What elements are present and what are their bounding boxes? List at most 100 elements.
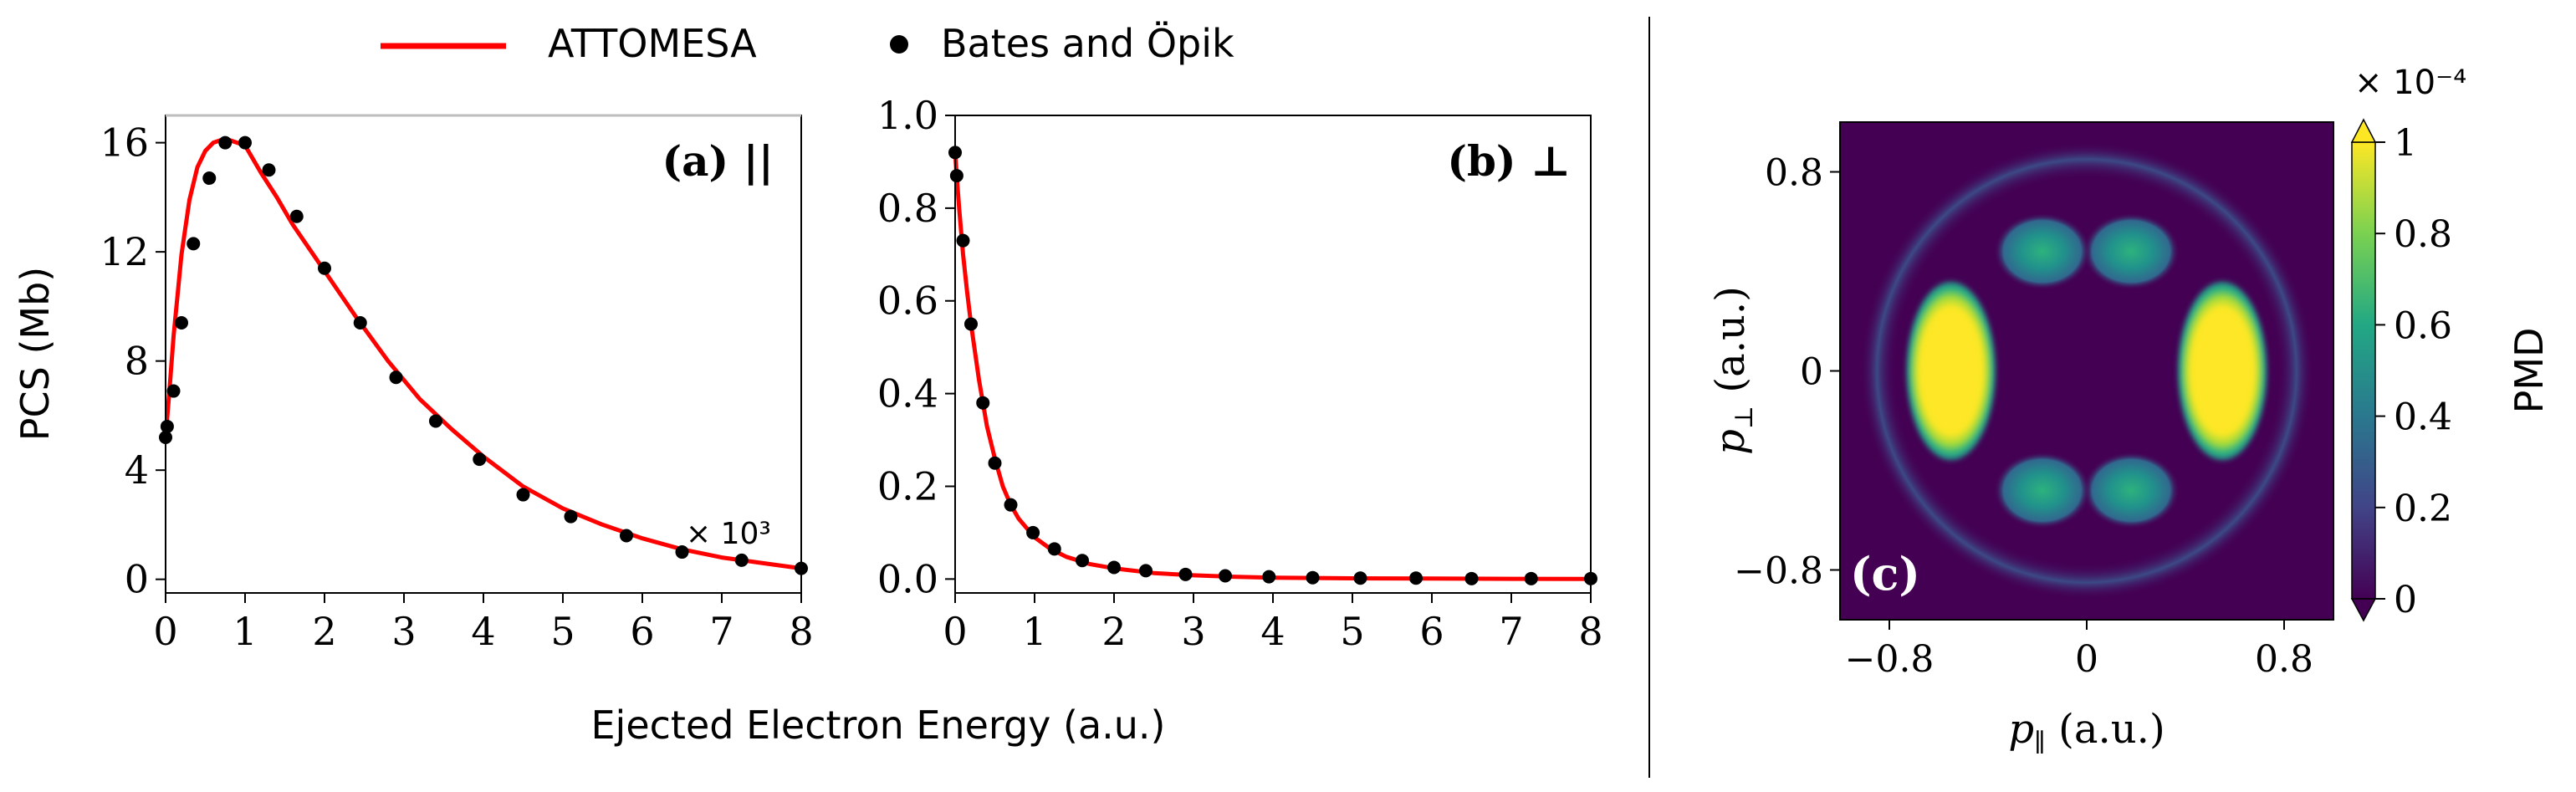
panel-c-yticks: −0.8 0 0.8 bbox=[1734, 152, 1840, 593]
panel-a-bates-point bbox=[473, 452, 487, 467]
legend: ATTOMESA Bates and Öpik bbox=[381, 21, 1234, 66]
panel-b-bates-point bbox=[956, 233, 970, 248]
panel-a-yticks: 0 4 8 12 16 bbox=[100, 120, 166, 602]
heatmap-side-blob bbox=[2083, 452, 2180, 529]
panel-b-curve-group bbox=[953, 152, 1592, 581]
panel-b-bates-point bbox=[1262, 570, 1276, 584]
panel-a-ytick-label: 0 bbox=[125, 557, 149, 602]
panel-c-xticks: −0.8 0 0.8 bbox=[1845, 620, 2313, 681]
panel-b-frame bbox=[954, 115, 1592, 594]
panel-a-bates-point bbox=[318, 261, 331, 275]
panel-a-points-group bbox=[159, 135, 808, 575]
panel-b: 0 1 2 3 4 5 6 7 8 0.0 0.2 0.4 0.6 0.8 1.0 (b) ⊥ bbox=[877, 93, 1603, 654]
panel-b-bates-point bbox=[1076, 554, 1089, 568]
panel-b-xtick-label: 6 bbox=[1419, 609, 1444, 654]
panel-b-bates-point bbox=[1004, 498, 1018, 512]
panel-b-ytick-label: 0.6 bbox=[877, 278, 938, 324]
shared-xlabel: Ejected Electron Energy (a.u.) bbox=[590, 703, 1165, 748]
colorbar-bottom-extension bbox=[2350, 598, 2377, 622]
panel-b-yticks: 0.0 0.2 0.4 0.6 0.8 1.0 bbox=[877, 93, 955, 601]
panel-a-xtick-label: 1 bbox=[233, 609, 257, 654]
colorbar-tick-label: 0.2 bbox=[2394, 488, 2452, 530]
panel-a-bates-point bbox=[675, 545, 689, 560]
panel-c-xtick-label: 0.8 bbox=[2255, 638, 2313, 681]
heatmap-side-blob bbox=[1993, 212, 2091, 290]
panel-b-xtick-label: 1 bbox=[1022, 609, 1046, 654]
panel-a-bates-point bbox=[353, 315, 367, 330]
panel-a-bates-point bbox=[238, 135, 252, 150]
panel-a-xtick-label: 7 bbox=[709, 609, 733, 654]
panel-b-ytick-label: 0.0 bbox=[877, 556, 938, 601]
colorbar-tick-label: 0.8 bbox=[2394, 213, 2452, 256]
panel-b-attomesa-line bbox=[953, 152, 1592, 581]
panel-a-bates-point bbox=[516, 488, 530, 502]
panel-a-bates-point bbox=[160, 419, 174, 433]
panel-b-xticks: 0 1 2 3 4 5 6 7 8 bbox=[943, 593, 1603, 654]
colorbar: 0 0.2 0.4 0.6 0.8 1 × 10⁻⁴ PMD bbox=[2350, 64, 2552, 622]
panel-a-ytick-label: 4 bbox=[125, 447, 149, 493]
panel-a-xtick-label: 3 bbox=[391, 609, 416, 654]
heatmap-outer-ring bbox=[1853, 135, 2320, 606]
panel-a-ytick-label: 8 bbox=[125, 339, 149, 384]
panel-a-xtick-label: 4 bbox=[471, 609, 495, 654]
panel-c-ytick-label: 0 bbox=[1800, 351, 1823, 394]
panel-a-bates-point bbox=[734, 553, 749, 567]
panel-b-bates-point bbox=[1306, 570, 1320, 585]
panel-b-bates-point bbox=[1139, 564, 1153, 578]
panel-b-xtick-label: 8 bbox=[1578, 609, 1602, 654]
colorbar-exponent: × 10⁻⁴ bbox=[2354, 64, 2466, 102]
panel-b-bates-point bbox=[976, 396, 990, 410]
panel-a-bates-point bbox=[289, 209, 304, 223]
panel-b-bates-point bbox=[1353, 571, 1367, 585]
panel-a-attomesa-line bbox=[163, 137, 802, 571]
heatmap-side-blob bbox=[1993, 452, 2091, 529]
panel-a-ytick-label: 16 bbox=[100, 120, 149, 166]
panel-b-bates-point bbox=[1464, 571, 1479, 585]
colorbar-bar bbox=[2351, 141, 2376, 600]
panel-a-bates-point bbox=[202, 171, 217, 186]
panel-a-xtick-label: 8 bbox=[789, 609, 813, 654]
panel-a-xtick-label: 2 bbox=[312, 609, 336, 654]
colorbar-tick-label: 0.4 bbox=[2394, 396, 2452, 439]
panel-c-xtick-label: 0 bbox=[2075, 638, 2098, 681]
panel-b-bates-point bbox=[1047, 542, 1061, 556]
legend-dot-swatch bbox=[890, 35, 908, 54]
panel-a-xtick-label: 5 bbox=[550, 609, 575, 654]
panel-b-bates-point bbox=[988, 456, 1002, 470]
panel-c-xlabel: p∥ (a.u.) bbox=[2008, 706, 2165, 758]
panel-b-xtick-label: 3 bbox=[1181, 609, 1205, 654]
panel-a-label: (a) || bbox=[662, 136, 774, 187]
panel-c-label: (c) bbox=[1850, 547, 1920, 600]
panel-b-ytick-label: 0.8 bbox=[877, 186, 938, 231]
panel-a-xtick-label: 0 bbox=[153, 609, 177, 654]
panel-a-bates-point bbox=[218, 135, 233, 150]
heatmap-main-lobe bbox=[2176, 278, 2269, 463]
panel-b-ytick-label: 0.4 bbox=[877, 371, 938, 416]
panel-a-xtick-label: 6 bbox=[630, 609, 654, 654]
panel-b-bates-point bbox=[1524, 571, 1538, 585]
panel-c-ylabel: p⊥ (a.u.) bbox=[1707, 286, 1759, 455]
panel-a-xscale-note: × 10³ bbox=[686, 517, 771, 551]
panel-b-bates-point bbox=[1026, 525, 1040, 539]
panel-b-points-group bbox=[948, 146, 1597, 585]
panel-b-bates-point bbox=[1178, 567, 1193, 581]
colorbar-ticks: 0 0.2 0.4 0.6 0.8 1 bbox=[2375, 122, 2452, 621]
panel-a-bates-point bbox=[620, 529, 633, 543]
panel-b-ytick-label: 0.2 bbox=[877, 463, 938, 508]
panel-b-bates-point bbox=[964, 317, 978, 331]
panel-a-bates-point bbox=[389, 370, 403, 385]
heatmap-main-lobe bbox=[1904, 278, 1997, 463]
panel-a-xticks: 0 1 2 3 4 5 6 7 8 bbox=[153, 593, 814, 654]
legend-label-bates: Bates and Öpik bbox=[941, 21, 1234, 66]
panel-b-xtick-label: 4 bbox=[1260, 609, 1285, 654]
panel-b-xtick-label: 7 bbox=[1499, 609, 1523, 654]
panel-a-bates-point bbox=[187, 237, 201, 251]
panel-b-ytick-label: 1.0 bbox=[877, 93, 938, 138]
panel-a-bates-point bbox=[429, 414, 442, 428]
panel-a-curve-group bbox=[163, 137, 802, 571]
colorbar-tick-label: 0.6 bbox=[2394, 304, 2452, 347]
panel-c-ytick-label: −0.8 bbox=[1734, 550, 1823, 593]
panel-b-bates-point bbox=[1409, 571, 1423, 585]
